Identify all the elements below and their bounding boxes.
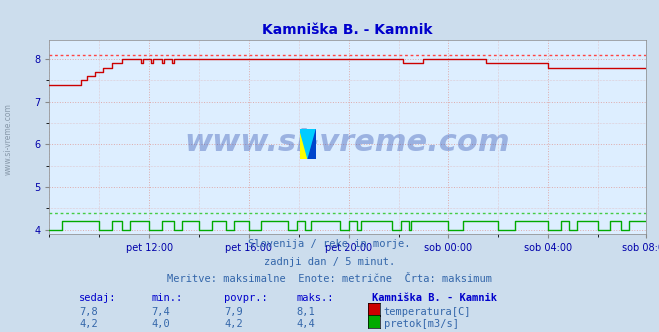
Text: sedaj:: sedaj: xyxy=(79,293,117,303)
Text: Slovenija / reke in morje.: Slovenija / reke in morje. xyxy=(248,239,411,249)
Text: 8,1: 8,1 xyxy=(297,307,315,317)
Title: Kamniška B. - Kamnik: Kamniška B. - Kamnik xyxy=(262,23,433,37)
Polygon shape xyxy=(308,129,316,159)
Text: 4,2: 4,2 xyxy=(224,319,243,329)
Text: www.si-vreme.com: www.si-vreme.com xyxy=(3,104,13,175)
Text: 7,9: 7,9 xyxy=(224,307,243,317)
Text: povpr.:: povpr.: xyxy=(224,293,268,303)
Text: www.si-vreme.com: www.si-vreme.com xyxy=(185,128,511,157)
Polygon shape xyxy=(300,129,308,159)
Text: 7,8: 7,8 xyxy=(79,307,98,317)
Text: 4,2: 4,2 xyxy=(79,319,98,329)
Text: min.:: min.: xyxy=(152,293,183,303)
Text: Meritve: maksimalne  Enote: metrične  Črta: maksimum: Meritve: maksimalne Enote: metrične Črta… xyxy=(167,274,492,284)
Text: Kamniška B. - Kamnik: Kamniška B. - Kamnik xyxy=(372,293,498,303)
Text: maks.:: maks.: xyxy=(297,293,334,303)
Text: 4,4: 4,4 xyxy=(297,319,315,329)
Polygon shape xyxy=(300,129,316,159)
Text: zadnji dan / 5 minut.: zadnji dan / 5 minut. xyxy=(264,257,395,267)
Text: 4,0: 4,0 xyxy=(152,319,170,329)
Text: temperatura[C]: temperatura[C] xyxy=(384,307,471,317)
Text: pretok[m3/s]: pretok[m3/s] xyxy=(384,319,459,329)
Text: 7,4: 7,4 xyxy=(152,307,170,317)
